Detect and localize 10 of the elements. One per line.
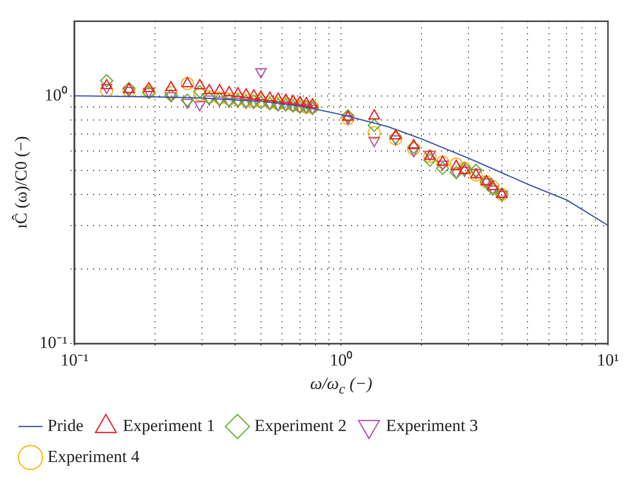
x-axis-title: ω/ω$_{c}$ (−) bbox=[310, 374, 372, 398]
x-tick-label: 10⁻¹ bbox=[60, 350, 89, 370]
x-tick-label: 10¹ bbox=[596, 350, 620, 370]
legend-label: Pride bbox=[48, 416, 84, 435]
legend-label: Experiment 3 bbox=[386, 416, 478, 435]
legend-label: Experiment 4 bbox=[48, 446, 140, 466]
y-axis-title: ıĈ (ω)/C0 (−) bbox=[12, 136, 31, 229]
x-tick-label: 10⁰ bbox=[330, 350, 353, 370]
legend-label: Experiment 2 bbox=[254, 416, 346, 435]
legend-label: Experiment 1 bbox=[122, 416, 215, 435]
